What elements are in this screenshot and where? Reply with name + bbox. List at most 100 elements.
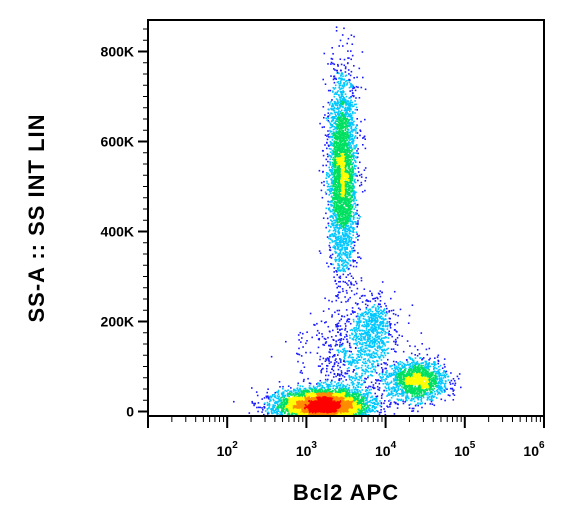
data-point bbox=[342, 410, 344, 413]
data-point bbox=[386, 395, 388, 397]
data-point bbox=[323, 404, 325, 406]
data-point bbox=[276, 403, 279, 406]
data-point bbox=[342, 384, 344, 386]
data-point bbox=[292, 407, 295, 410]
data-point bbox=[311, 402, 314, 405]
data-point bbox=[357, 411, 360, 414]
data-point bbox=[297, 405, 300, 407]
data-point bbox=[316, 411, 319, 414]
data-point bbox=[294, 398, 296, 400]
data-point bbox=[343, 145, 346, 148]
data-point bbox=[346, 407, 348, 409]
data-point bbox=[332, 392, 335, 395]
data-point bbox=[282, 388, 284, 390]
data-point bbox=[342, 397, 345, 399]
data-point bbox=[359, 398, 362, 401]
data-point bbox=[284, 411, 286, 414]
data-point bbox=[315, 389, 317, 392]
data-point bbox=[277, 393, 280, 395]
data-point bbox=[344, 400, 346, 403]
data-point bbox=[362, 396, 365, 399]
data-point bbox=[333, 413, 335, 416]
data-point bbox=[284, 401, 286, 404]
data-point bbox=[296, 399, 298, 401]
data-point bbox=[330, 408, 333, 411]
data-point bbox=[358, 395, 361, 397]
data-point bbox=[280, 397, 282, 399]
data-point bbox=[299, 401, 302, 403]
data-point bbox=[330, 380, 333, 383]
data-point bbox=[331, 400, 334, 403]
data-point bbox=[283, 408, 285, 411]
data-point bbox=[264, 410, 267, 412]
data-point bbox=[278, 404, 280, 407]
data-point bbox=[323, 410, 326, 412]
data-point bbox=[322, 391, 324, 393]
data-point bbox=[302, 409, 304, 412]
data-point bbox=[318, 396, 320, 398]
data-point bbox=[341, 93, 344, 96]
data-point bbox=[273, 410, 276, 412]
data-point bbox=[263, 397, 266, 399]
data-point bbox=[351, 408, 353, 410]
data-point bbox=[366, 399, 368, 402]
data-point bbox=[316, 393, 318, 395]
data-point bbox=[364, 404, 366, 406]
data-point bbox=[331, 390, 334, 392]
data-point bbox=[321, 406, 323, 409]
data-point bbox=[335, 177, 338, 180]
data-point bbox=[302, 393, 305, 396]
data-point bbox=[325, 408, 328, 411]
data-point bbox=[350, 403, 353, 406]
data-point bbox=[340, 259, 343, 262]
data-point bbox=[349, 406, 352, 409]
data-point bbox=[346, 402, 348, 405]
data-point bbox=[330, 390, 333, 393]
data-point bbox=[353, 397, 355, 400]
data-point bbox=[368, 409, 371, 412]
data-point bbox=[336, 210, 339, 212]
data-point bbox=[355, 401, 358, 403]
data-point bbox=[337, 396, 339, 399]
data-point bbox=[324, 413, 326, 415]
data-point bbox=[331, 407, 333, 409]
data-point bbox=[337, 403, 340, 405]
data-point bbox=[289, 399, 292, 402]
data-point bbox=[346, 397, 348, 399]
data-point bbox=[270, 399, 272, 402]
data-point bbox=[338, 389, 340, 391]
data-point bbox=[328, 388, 330, 390]
data-point bbox=[303, 401, 306, 403]
data-point bbox=[287, 389, 289, 391]
data-point bbox=[307, 396, 310, 399]
data-point bbox=[323, 387, 326, 389]
data-point bbox=[354, 387, 357, 389]
data-point bbox=[363, 397, 366, 399]
data-point bbox=[347, 392, 350, 395]
data-point bbox=[337, 404, 340, 407]
data-point bbox=[297, 384, 299, 387]
data-point bbox=[324, 381, 327, 383]
data-point bbox=[345, 397, 347, 400]
data-point bbox=[345, 394, 348, 396]
data-point bbox=[288, 409, 291, 412]
data-point bbox=[359, 412, 361, 415]
data-point bbox=[337, 229, 340, 232]
data-point bbox=[282, 398, 285, 401]
data-point bbox=[374, 400, 377, 402]
data-point bbox=[264, 402, 266, 404]
data-point bbox=[256, 406, 258, 409]
data-point bbox=[355, 384, 358, 387]
data-point bbox=[271, 412, 273, 415]
data-point bbox=[352, 396, 355, 398]
data-point bbox=[331, 239, 333, 242]
data-point bbox=[319, 389, 322, 392]
data-point bbox=[324, 391, 327, 394]
data-point bbox=[301, 392, 303, 395]
data-point bbox=[296, 403, 299, 406]
data-point bbox=[344, 396, 347, 399]
data-point bbox=[348, 406, 351, 408]
data-point bbox=[273, 406, 276, 409]
data-point bbox=[362, 395, 365, 397]
data-point bbox=[377, 402, 380, 404]
